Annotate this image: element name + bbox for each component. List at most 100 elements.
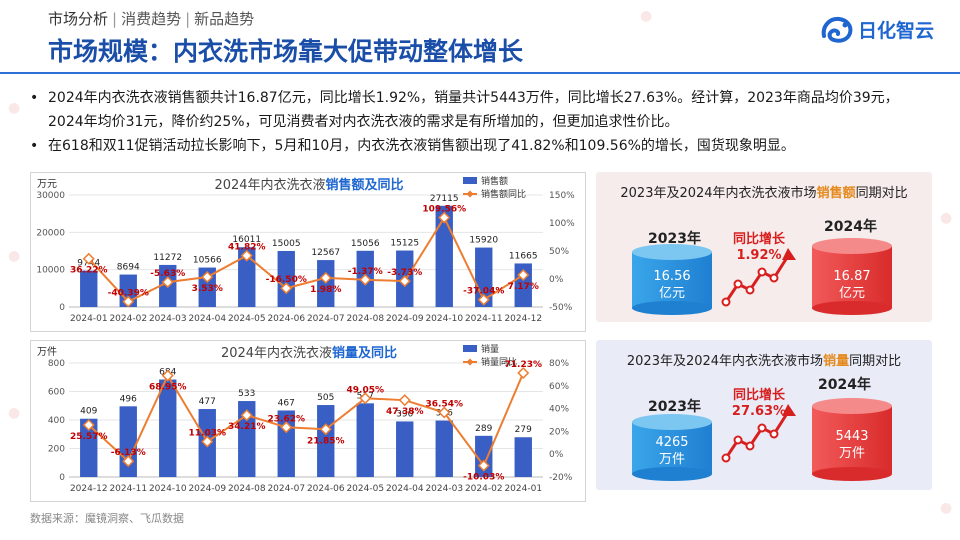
x-tick-label: 2024-11 <box>109 484 147 494</box>
y2-tick-label: 20% <box>549 427 569 437</box>
line-point <box>398 275 411 288</box>
trend-up-icon <box>721 404 796 463</box>
panel-title-prefix: 2023年及2024年内衣洗衣液市场 <box>620 186 817 201</box>
line-point <box>82 419 95 432</box>
x-tick-label: 2024-08 <box>346 314 384 324</box>
data-source-note: 数据来源：魔镜洞察、飞瓜数据 <box>30 512 184 525</box>
bar <box>80 418 98 477</box>
bar-value-label: 467 <box>278 398 295 408</box>
cylinder-2024 <box>812 398 892 481</box>
panel-title-suffix: 同期对比 <box>849 354 902 369</box>
legend-label: 销量 <box>481 343 499 355</box>
line-point <box>477 293 490 306</box>
line-value-label: -37.04% <box>463 287 504 297</box>
panel-title: 2023年及2024年内衣洗衣液市场销量同期对比 <box>596 350 932 369</box>
sales-chart: 2024年内衣洗衣液销售额及同比 万元 0 10000 20000 30000 -50% 0%… <box>30 172 586 332</box>
line-point <box>161 369 174 382</box>
chart-title: 2024年内衣洗衣液销量及同比 <box>221 345 397 361</box>
line-value-label: 21.85% <box>307 436 345 446</box>
x-tick-label: 2024-02 <box>465 484 503 494</box>
line-point <box>240 409 253 422</box>
logo-icon <box>821 16 853 43</box>
line-point <box>438 406 451 419</box>
y-axis-unit: 万元 <box>37 179 57 190</box>
volume-chart: 2024年内衣洗衣液销量及同比 万件 0 200 400 600 800 -20% 0% 20% 4… <box>30 340 586 502</box>
y-tick-label: 30000 <box>36 191 65 201</box>
line-value-label: -10.03% <box>463 473 504 483</box>
value-a: 16.56 亿元 <box>653 269 691 301</box>
line-point <box>161 276 174 289</box>
line-point <box>517 366 530 380</box>
line-point <box>319 271 332 284</box>
line-value-label: -6.13% <box>111 448 146 458</box>
x-tick-label: 2024-12 <box>504 314 542 324</box>
bar-value-label: 15056 <box>351 239 380 249</box>
chart-title-prefix: 2024年内衣洗衣液 <box>221 345 332 361</box>
x-tick-label: 2024-04 <box>386 484 424 494</box>
bar <box>435 420 453 477</box>
y2-tick-label: -50% <box>549 303 573 313</box>
x-tick-label: 2024-10 <box>425 314 463 324</box>
value-b: 5443 万件 <box>835 429 869 461</box>
y-tick-label: 800 <box>48 359 65 369</box>
legend-swatch-bar <box>463 177 477 184</box>
watermark: ● <box>640 8 653 24</box>
year-b-label: 2024年 <box>818 377 871 393</box>
bar-value-label: 505 <box>317 393 334 403</box>
legend-swatch-marker <box>466 190 474 198</box>
bar-value-label: 390 <box>396 409 413 419</box>
line-value-label: 47.38% <box>386 407 424 417</box>
line-value-label: 34.21% <box>228 422 266 432</box>
logo-text: 日化智云 <box>857 19 934 42</box>
line-point <box>201 435 214 448</box>
line-value-label: -1.37% <box>348 267 383 277</box>
panel-title-highlight: 销售额 <box>816 186 856 201</box>
x-tick-label: 2024-05 <box>228 314 266 324</box>
brand-logo: 日化智云 <box>820 14 934 44</box>
y-tick-label: 0 <box>59 473 65 483</box>
line-point <box>122 295 135 308</box>
bar <box>396 421 414 477</box>
x-tick-label: 2024-10 <box>149 484 187 494</box>
watermark: ● <box>940 210 953 226</box>
breadcrumb-separator: | <box>185 10 191 28</box>
bar-value-label: 477 <box>199 397 216 407</box>
x-tick-label: 2024-02 <box>109 314 147 324</box>
line-value-label: 1.98% <box>310 285 341 295</box>
line-value-label: -5.63% <box>150 269 185 279</box>
x-tick-label: 2024-12 <box>70 484 108 494</box>
panel-title-prefix: 2023年及2024年内衣洗衣液市场 <box>626 354 824 369</box>
bar <box>238 247 256 307</box>
y-axis-unit: 万件 <box>37 346 57 358</box>
chart-title-highlight: 销售额及同比 <box>326 177 404 193</box>
sales-chart-svg: 2024年内衣洗衣液销售额及同比 万元 0 10000 20000 30000 -50% 0%… <box>36 175 575 324</box>
watermark: ● <box>8 248 21 264</box>
growth-label: 同比增长 27.63% <box>731 388 787 419</box>
watermark: ● <box>8 405 21 421</box>
trend-up-icon <box>721 248 796 307</box>
sales-comparison-panel: 2023年及2024年内衣洗衣液市场销售额同期对比 2023年 2024年 16… <box>596 172 932 322</box>
bar-value-label: 10566 <box>193 256 222 266</box>
y-tick-label: 200 <box>48 445 65 455</box>
line-value-label: 25.57% <box>70 432 108 442</box>
line-value-label: 36.22% <box>70 266 108 276</box>
bar <box>356 403 374 477</box>
bar <box>238 401 256 477</box>
bar-value-label: 15125 <box>390 239 419 249</box>
breadcrumb-item[interactable]: 消费趋势 <box>121 10 182 28</box>
y2-tick-label: 100% <box>549 219 575 229</box>
bar-value-label: 496 <box>120 394 137 404</box>
bar-value-label: 15920 <box>469 236 498 246</box>
bar <box>435 205 453 307</box>
legend-label: 销售额 <box>481 175 508 187</box>
volume-chart-svg: 2024年内衣洗衣液销量及同比 万件 0 200 400 600 800 -20% 0% 20% 4… <box>37 343 573 494</box>
bar-value-label: 279 <box>515 425 532 435</box>
x-tick-label: 2024-06 <box>267 314 305 324</box>
bar-value-label: 27115 <box>430 194 459 204</box>
y-tick-label: 600 <box>48 388 65 398</box>
breadcrumb-item[interactable]: 新品趋势 <box>194 10 255 28</box>
line-point <box>438 211 451 224</box>
panel-graphics <box>632 398 892 481</box>
breadcrumb-item[interactable]: 市场分析 <box>48 10 109 28</box>
growth-label: 同比增长 1.92% <box>732 232 785 263</box>
